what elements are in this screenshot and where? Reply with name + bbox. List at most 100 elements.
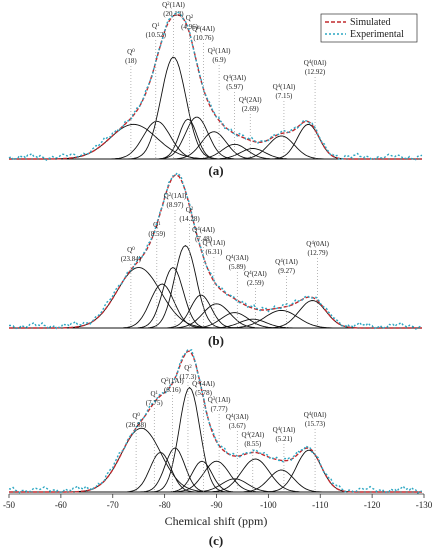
peak-species-label: Q4(2Al)	[239, 96, 262, 104]
peak-area-label: (17.3)	[180, 373, 198, 381]
peak-area-label: (7.77)	[211, 405, 229, 413]
peak-species-label: Q4(1Al)	[275, 258, 298, 266]
component-peak	[9, 478, 422, 493]
peak-species-label: Q3(1Al)	[208, 396, 231, 404]
peak-area-label: (4.96)	[181, 23, 199, 31]
peak-area-label: (5.89)	[229, 263, 247, 271]
legend-box	[320, 13, 418, 43]
x-tick-label: -60	[55, 500, 67, 510]
peak-species-label: Q4(2Al)	[241, 431, 264, 439]
panel-a: Q0(18)Q1(10.52)Q2(1Al)(20.13) Q2(4.96)Q4(…	[8, 1, 423, 178]
peak-area-label: (8.97)	[167, 201, 185, 209]
experimental-curve	[8, 11, 423, 162]
peak-species-label: Q3(1Al)	[208, 47, 231, 55]
x-tick-label: -130	[416, 500, 432, 510]
peak-species-label: Q3(1Al)	[203, 239, 226, 247]
peak-area-label: (12.79)	[307, 249, 328, 257]
peak-area-label: (15.73)	[305, 420, 326, 428]
peak-species-label: Q4(0Al)	[304, 411, 327, 419]
peak-species-label: Q4(4Al)	[192, 380, 215, 388]
component-peak	[9, 266, 422, 329]
peak-area-label: (3.67)	[229, 422, 247, 430]
peak-species-label: Q0	[132, 412, 140, 420]
peak-area-label: (8.59)	[148, 230, 166, 238]
legend: Simulated Experimental	[320, 13, 418, 43]
component-peak	[9, 123, 422, 160]
peak-area-label: (18)	[125, 57, 137, 65]
peak-area-label: (8.55)	[244, 440, 262, 448]
peak-species-label: Q2(1Al)	[162, 1, 185, 9]
peak-area-label: (26.88)	[126, 421, 147, 429]
component-peak	[9, 309, 422, 329]
peak-species-label: Q0	[127, 48, 135, 56]
component-peak	[9, 56, 422, 160]
peak-area-label: (2.69)	[242, 105, 260, 113]
peak-species-label: Q1	[153, 221, 161, 229]
peak-species-label: Q1	[150, 390, 158, 398]
x-axis: -50 -60 -70 -80 -90 -100 -110 -120 -130 Chemical…	[3, 493, 432, 528]
experimental-curve	[8, 349, 422, 495]
peak-area-label: (12.92)	[305, 68, 326, 76]
peak-area-label: (5.97)	[226, 83, 244, 91]
x-tick-label: -70	[107, 500, 119, 510]
x-tick-label: -80	[159, 500, 171, 510]
panel-label-c: (c)	[209, 533, 223, 548]
peak-area-label: (20.13)	[163, 10, 184, 18]
peak-area-label: (14.28)	[179, 215, 200, 223]
x-tick-label: -120	[364, 500, 381, 510]
peak-area-label: (6.16)	[164, 386, 182, 394]
peak-area-label: (2.59)	[247, 279, 265, 287]
simulated-curve	[9, 350, 422, 493]
peak-species-label: Q4(0Al)	[306, 240, 329, 248]
peak-species-label: Q4(3Al)	[226, 413, 249, 421]
peak-species-label: Q4(1Al)	[273, 426, 296, 434]
peak-area-label: (6.31)	[205, 248, 223, 256]
peak-area-label: (7.75)	[146, 399, 164, 407]
component-peak	[9, 267, 422, 329]
peak-area-label: (10.76)	[193, 34, 214, 42]
x-axis-label: Chemical shift (ppm)	[165, 514, 268, 528]
legend-label-experimental: Experimental	[350, 29, 404, 40]
component-peak	[9, 283, 422, 329]
peak-species-label: Q2(1Al)	[161, 377, 184, 385]
panel-label-b: (b)	[208, 333, 224, 348]
panel-b: Q0(23.84) Q1(8.59) Q2(1Al)(8.97)Q2(14.28) Q…	[8, 171, 423, 348]
peak-species-label: Q0	[127, 246, 135, 254]
peak-species-label: Q4(3Al)	[226, 254, 249, 262]
peak-species-label: Q4(1Al)	[273, 83, 296, 91]
peak-area-label: (5.78)	[195, 389, 213, 397]
x-axis-ticks: -50 -60 -70 -80 -90 -100 -110 -120 -130	[3, 494, 432, 510]
panel-label-a: (a)	[208, 163, 223, 178]
component-peak	[9, 447, 422, 493]
peak-species-label: Q2	[184, 364, 192, 372]
peak-species-label: Q2	[186, 206, 194, 214]
x-tick-label: -90	[211, 500, 223, 510]
x-tick-label: -50	[3, 500, 15, 510]
peak-species-label: Q4(3Al)	[223, 74, 246, 82]
component-peak	[9, 300, 422, 329]
component-peak	[9, 120, 422, 160]
x-tick-label: -110	[312, 500, 329, 510]
peak-area-label: (7.15)	[275, 92, 293, 100]
x-tick-label: -100	[260, 500, 277, 510]
peak-species-label: Q4(4Al)	[192, 25, 215, 33]
peak-area-label: (5.21)	[275, 435, 293, 443]
panel-c: Q0(26.88)Q1(7.75)Q2(1Al)(6.16)Q2(17.3)Q4…	[8, 349, 422, 495]
peak-species-label: Q1	[152, 22, 160, 30]
peak-area-label: (6.9)	[212, 56, 226, 64]
peak-species-label: Q4(0Al)	[304, 59, 327, 67]
peak-species-label: Q4(2Al)	[244, 270, 267, 278]
component-peak	[9, 449, 422, 493]
component-peak	[9, 118, 422, 160]
peak-species-label: Q4(4Al)	[192, 226, 215, 234]
peak-species-label: Q2(1Al)	[164, 192, 187, 200]
legend-label-simulated: Simulated	[350, 17, 391, 28]
peak-area-label: (23.84)	[121, 255, 142, 263]
peak-area-label: (7.48)	[195, 235, 213, 243]
peak-species-label: Q2	[186, 14, 194, 22]
component-peak	[9, 451, 422, 493]
peak-area-label: (9.27)	[278, 267, 296, 275]
component-peak	[9, 116, 422, 160]
panels: Q0(18)Q1(10.52)Q2(1Al)(20.13) Q2(4.96)Q4(…	[8, 1, 423, 495]
